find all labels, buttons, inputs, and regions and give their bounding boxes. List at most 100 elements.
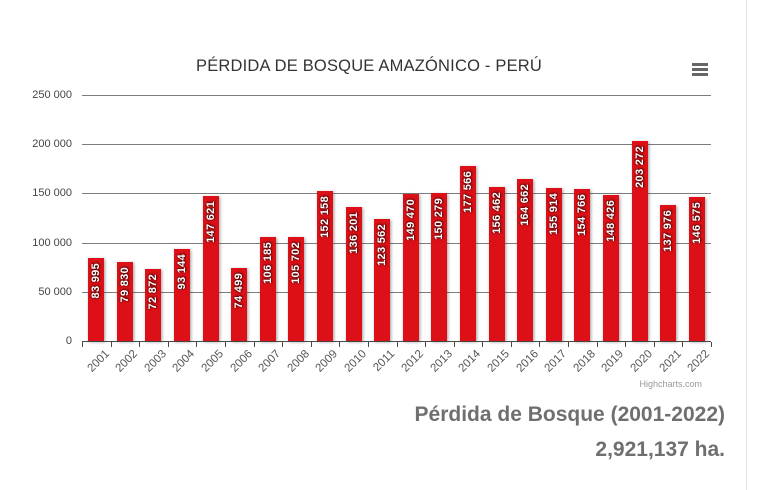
x-axis-label-2019: 2019 <box>599 348 627 375</box>
bar-value-label: 150 279 <box>433 198 446 241</box>
x-axis-label-2009: 2009 <box>313 348 341 375</box>
y-axis-tick-label: 0 <box>65 335 72 347</box>
bar-value-label: 164 662 <box>519 183 532 226</box>
x-axis-label-2016: 2016 <box>514 348 541 375</box>
x-axis-tick <box>568 342 570 347</box>
bar-value-label: 74 499 <box>233 272 246 309</box>
x-axis-tick <box>339 342 341 347</box>
bar-2005[interactable]: 147 621 <box>202 195 219 341</box>
gridline <box>82 144 711 146</box>
x-axis-label-2020: 2020 <box>628 348 656 375</box>
bar-value-label: 147 621 <box>204 200 217 243</box>
y-axis-tick-label: 250 000 <box>32 89 72 101</box>
container-right-border <box>746 0 747 490</box>
gridline <box>82 193 711 195</box>
x-axis-tick <box>82 342 83 347</box>
bar-value-label: 105 702 <box>290 242 303 284</box>
x-axis-label-2022: 2022 <box>685 348 713 375</box>
gridline <box>82 242 711 244</box>
x-axis-label-2004: 2004 <box>170 348 198 375</box>
x-axis-label-2021: 2021 <box>657 348 684 375</box>
x-axis-label-2013: 2013 <box>428 348 455 375</box>
bar-value-label: 203 272 <box>633 145 646 188</box>
bar-2012[interactable]: 149 470 <box>402 193 419 341</box>
x-axis-tick <box>453 342 455 347</box>
bar-2006[interactable]: 74 499 <box>231 267 248 341</box>
bar-2013[interactable]: 150 279 <box>431 193 448 341</box>
x-axis-label-2002: 2002 <box>113 348 141 375</box>
x-axis-tick <box>425 342 427 347</box>
chart-caption: Pérdida de Bosque (2001-2022) 2,921,137 … <box>415 397 725 467</box>
y-axis-tick-label: 150 000 <box>32 187 72 200</box>
gridline <box>82 95 711 96</box>
x-axis-label-2010: 2010 <box>342 348 370 375</box>
bar-2014[interactable]: 177 566 <box>459 166 476 341</box>
bar-value-label: 148 426 <box>604 199 617 242</box>
bar-2003[interactable]: 72 872 <box>145 269 162 341</box>
x-axis-tick <box>367 342 369 347</box>
x-axis-label-2005: 2005 <box>199 348 227 375</box>
bar-2009[interactable]: 152 158 <box>317 191 334 341</box>
bar-2021[interactable]: 137 976 <box>660 205 677 341</box>
caption-line-2: 2,921,137 ha. <box>595 438 725 461</box>
y-axis-tick-label: 200 000 <box>32 138 72 151</box>
bar-2015[interactable]: 156 462 <box>488 187 505 341</box>
x-axis-tick <box>167 342 169 347</box>
bar-2016[interactable]: 164 662 <box>517 178 534 341</box>
x-axis-label-2007: 2007 <box>256 348 284 375</box>
bar-value-label: 156 462 <box>490 192 503 234</box>
bar-value-label: 149 470 <box>404 198 417 241</box>
bar-2020[interactable]: 203 272 <box>631 140 648 341</box>
x-axis-tick <box>139 342 141 347</box>
bar-2007[interactable]: 106 185 <box>259 236 276 341</box>
x-axis-tick <box>282 342 284 347</box>
bar-2004[interactable]: 93 144 <box>174 249 191 341</box>
chart-title: PÉRDIDA DE BOSQUE AMAZÓNICO - PERÚ <box>195 57 543 75</box>
bar-2019[interactable]: 148 426 <box>602 194 619 341</box>
bar-2010[interactable]: 136 201 <box>345 206 362 341</box>
x-axis-label-2018: 2018 <box>571 348 598 375</box>
x-axis-label-2015: 2015 <box>485 348 513 375</box>
bar-value-label: 123 562 <box>376 224 389 267</box>
x-axis-tick <box>596 342 598 347</box>
x-axis-label-2012: 2012 <box>399 348 427 375</box>
bar-2011[interactable]: 123 562 <box>374 219 391 341</box>
x-axis-tick <box>396 342 398 347</box>
x-axis-tick <box>682 342 684 347</box>
x-axis-tick <box>224 342 226 347</box>
caption-line-1: Pérdida de Bosque (2001-2022) <box>414 403 725 426</box>
x-axis-tick <box>539 342 541 347</box>
x-axis-label-2003: 2003 <box>142 348 169 375</box>
gridline <box>82 291 711 293</box>
bar-value-label: 137 976 <box>662 210 675 253</box>
x-axis-label-2014: 2014 <box>456 348 484 375</box>
bar-2001[interactable]: 83 995 <box>88 258 105 341</box>
x-axis-tick <box>711 342 712 347</box>
bar-value-label: 136 201 <box>347 211 360 254</box>
bar-value-label: 79 830 <box>118 267 131 303</box>
bar-value-label: 93 144 <box>176 254 189 290</box>
hamburger-menu-icon <box>692 62 708 76</box>
x-axis-tick <box>482 342 484 347</box>
bar-value-label: 106 185 <box>261 241 274 284</box>
x-axis-label-2017: 2017 <box>542 348 570 375</box>
x-axis-tick <box>510 342 512 347</box>
bar-2022[interactable]: 146 575 <box>688 196 705 341</box>
bar-value-label: 83 995 <box>90 263 103 299</box>
bar-2018[interactable]: 154 766 <box>574 188 591 341</box>
x-axis-tick <box>310 342 312 347</box>
y-axis-tick-label: 50 000 <box>38 285 72 298</box>
plot-area: 83 995 79 830 72 872 93 144 147 621 74 499 106… <box>82 95 712 347</box>
bar-value-label: 177 566 <box>461 171 474 214</box>
bar-2008[interactable]: 105 702 <box>288 237 305 341</box>
x-axis-label-2001: 2001 <box>85 348 112 375</box>
bar-2002[interactable]: 79 830 <box>116 262 133 341</box>
bar-2017[interactable]: 155 914 <box>545 187 562 341</box>
x-axis-label-2008: 2008 <box>285 348 312 375</box>
x-axis-tick <box>110 342 112 347</box>
highcharts-credits[interactable]: Highcharts.com <box>639 379 702 389</box>
bar-value-label: 154 766 <box>576 193 589 236</box>
chart-context-menu-button[interactable] <box>686 58 714 80</box>
x-axis-tick <box>253 342 255 347</box>
